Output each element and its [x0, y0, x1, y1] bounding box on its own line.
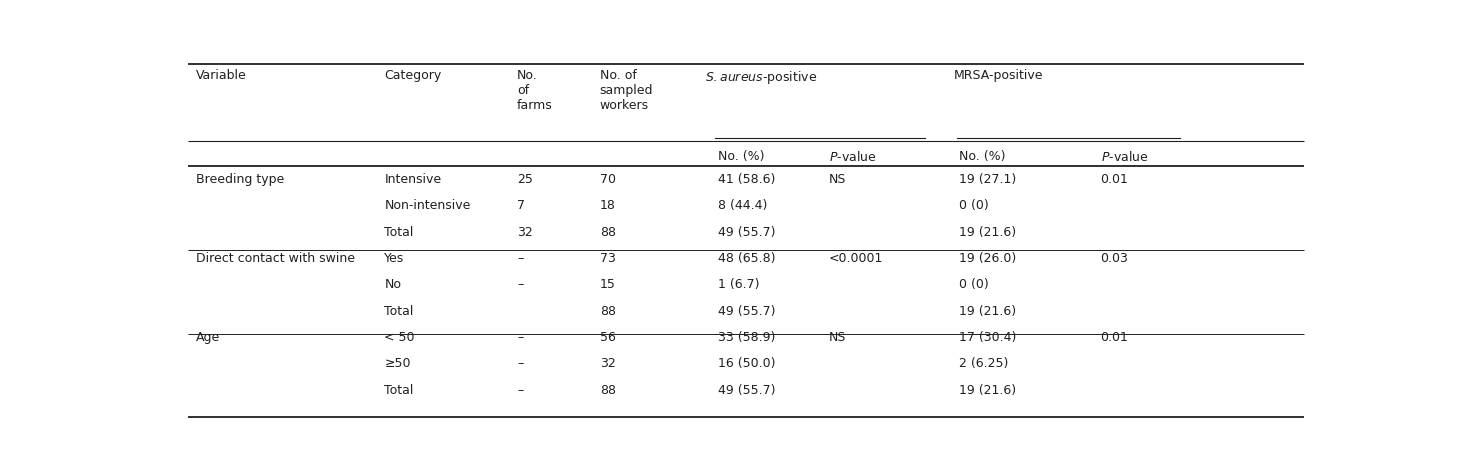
- Text: 41 (58.6): 41 (58.6): [718, 173, 775, 186]
- Text: 49 (55.7): 49 (55.7): [718, 226, 775, 239]
- Text: Intensive: Intensive: [385, 173, 442, 186]
- Text: 18: 18: [599, 200, 616, 212]
- Text: 8 (44.4): 8 (44.4): [718, 200, 768, 212]
- Text: 0 (0): 0 (0): [959, 278, 988, 292]
- Text: 19 (26.0): 19 (26.0): [959, 252, 1016, 265]
- Text: 49 (55.7): 49 (55.7): [718, 305, 775, 318]
- Text: 73: 73: [599, 252, 616, 265]
- Text: $\it{S. aureus}$-positive: $\it{S. aureus}$-positive: [705, 69, 817, 86]
- Text: –: –: [518, 252, 523, 265]
- Text: NS: NS: [829, 331, 846, 344]
- Text: Breeding type: Breeding type: [196, 173, 285, 186]
- Text: Total: Total: [385, 226, 414, 239]
- Text: $\it{P}$-value: $\it{P}$-value: [829, 150, 876, 164]
- Text: 2 (6.25): 2 (6.25): [959, 357, 1009, 370]
- Text: –: –: [518, 278, 523, 292]
- Text: Non-intensive: Non-intensive: [385, 200, 471, 212]
- Text: No. of
sampled
workers: No. of sampled workers: [599, 69, 654, 112]
- Text: No: No: [385, 278, 402, 292]
- Text: <0.0001: <0.0001: [829, 252, 883, 265]
- Text: Age: Age: [196, 331, 221, 344]
- Text: Direct contact with swine: Direct contact with swine: [196, 252, 355, 265]
- Text: 56: 56: [599, 331, 616, 344]
- Text: 1 (6.7): 1 (6.7): [718, 278, 759, 292]
- Text: 15: 15: [599, 278, 616, 292]
- Text: 19 (21.6): 19 (21.6): [959, 383, 1016, 397]
- Text: 0.01: 0.01: [1101, 173, 1129, 186]
- Text: 0.03: 0.03: [1101, 252, 1129, 265]
- Text: Total: Total: [385, 383, 414, 397]
- Text: ≥50: ≥50: [385, 357, 411, 370]
- Text: 32: 32: [518, 226, 532, 239]
- Text: 16 (50.0): 16 (50.0): [718, 357, 775, 370]
- Text: 88: 88: [599, 226, 616, 239]
- Text: 49 (55.7): 49 (55.7): [718, 383, 775, 397]
- Text: 70: 70: [599, 173, 616, 186]
- Text: Yes: Yes: [385, 252, 405, 265]
- Text: 19 (21.6): 19 (21.6): [959, 305, 1016, 318]
- Text: Variable: Variable: [196, 69, 247, 82]
- Text: 25: 25: [518, 173, 532, 186]
- Text: –: –: [518, 383, 523, 397]
- Text: Category: Category: [385, 69, 442, 82]
- Text: 33 (58.9): 33 (58.9): [718, 331, 775, 344]
- Text: NS: NS: [829, 173, 846, 186]
- Text: 17 (30.4): 17 (30.4): [959, 331, 1016, 344]
- Text: 19 (27.1): 19 (27.1): [959, 173, 1016, 186]
- Text: –: –: [518, 357, 523, 370]
- Text: 7: 7: [518, 200, 525, 212]
- Text: 32: 32: [599, 357, 616, 370]
- Text: No. (%): No. (%): [718, 150, 765, 163]
- Text: –: –: [518, 331, 523, 344]
- Text: 48 (65.8): 48 (65.8): [718, 252, 775, 265]
- Text: MRSA-positive: MRSA-positive: [953, 69, 1044, 82]
- Text: No.
of
farms: No. of farms: [518, 69, 553, 112]
- Text: 0 (0): 0 (0): [959, 200, 988, 212]
- Text: Total: Total: [385, 305, 414, 318]
- Text: 19 (21.6): 19 (21.6): [959, 226, 1016, 239]
- Text: $\it{P}$-value: $\it{P}$-value: [1101, 150, 1148, 164]
- Text: 88: 88: [599, 383, 616, 397]
- Text: 88: 88: [599, 305, 616, 318]
- Text: No. (%): No. (%): [959, 150, 1006, 163]
- Text: < 50: < 50: [385, 331, 415, 344]
- Text: 0.01: 0.01: [1101, 331, 1129, 344]
